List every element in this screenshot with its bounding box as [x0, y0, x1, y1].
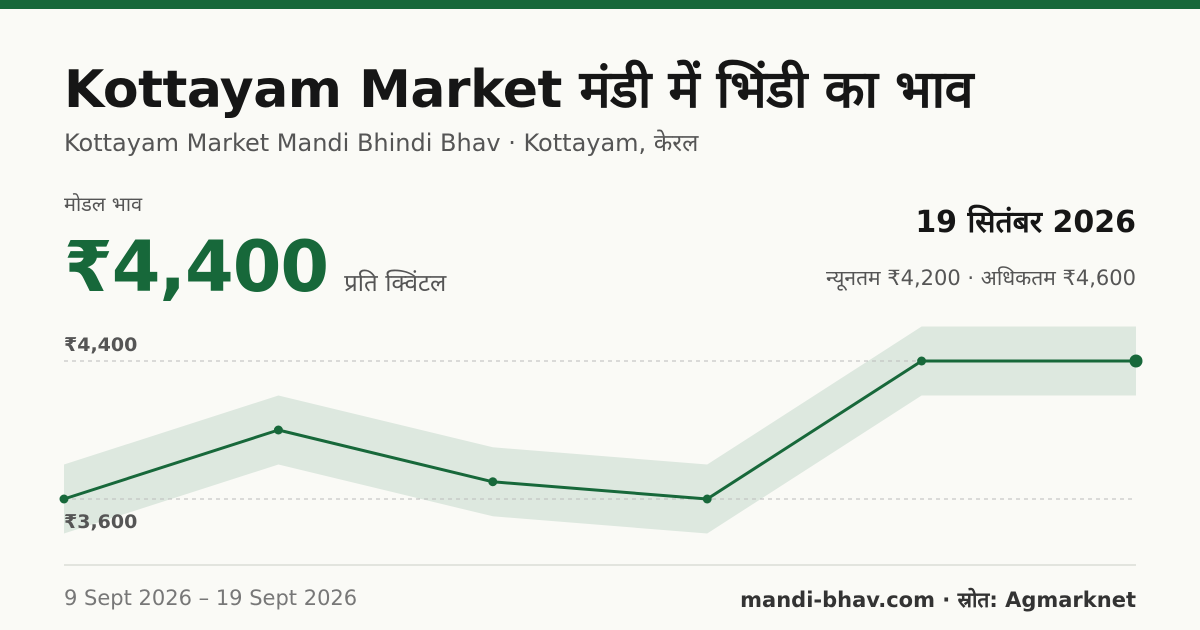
- page-title: Kottayam Market मंडी में भिंडी का भाव: [64, 60, 974, 120]
- y-tick-label-bottom: ₹3,600: [64, 511, 137, 533]
- price-row: ₹4,400 प्रति क्विंटल: [64, 226, 446, 308]
- date-range: 9 Sept 2026 – 19 Sept 2026: [64, 586, 358, 610]
- price-point: [702, 494, 712, 504]
- page-subtitle: Kottayam Market Mandi Bhindi Bhav · Kott…: [64, 129, 699, 157]
- price-points: [59, 354, 1143, 504]
- modal-price-label: मोडल भाव: [64, 192, 143, 216]
- price-point: [59, 494, 69, 504]
- price-unit: प्रति क्विंटल: [344, 269, 447, 297]
- latest-price-point: [1129, 354, 1143, 368]
- price-date: 19 सितंबर 2026: [915, 205, 1136, 240]
- modal-price-value: ₹4,400: [64, 226, 329, 308]
- price-point: [917, 356, 927, 366]
- source-credit: mandi-bhav.com · स्रोत: Agmarknet: [740, 588, 1136, 612]
- top-accent-bar: [0, 0, 1200, 9]
- y-tick-label-top: ₹4,400: [64, 334, 137, 356]
- price-range-band: [64, 326, 1136, 534]
- price-series-line: [63, 359, 1136, 501]
- min-max-price: न्यूनतम ₹4,200 · अधिकतम ₹4,600: [826, 266, 1136, 290]
- price-point: [273, 425, 283, 435]
- footer-divider: [64, 564, 1136, 566]
- price-point: [488, 477, 498, 487]
